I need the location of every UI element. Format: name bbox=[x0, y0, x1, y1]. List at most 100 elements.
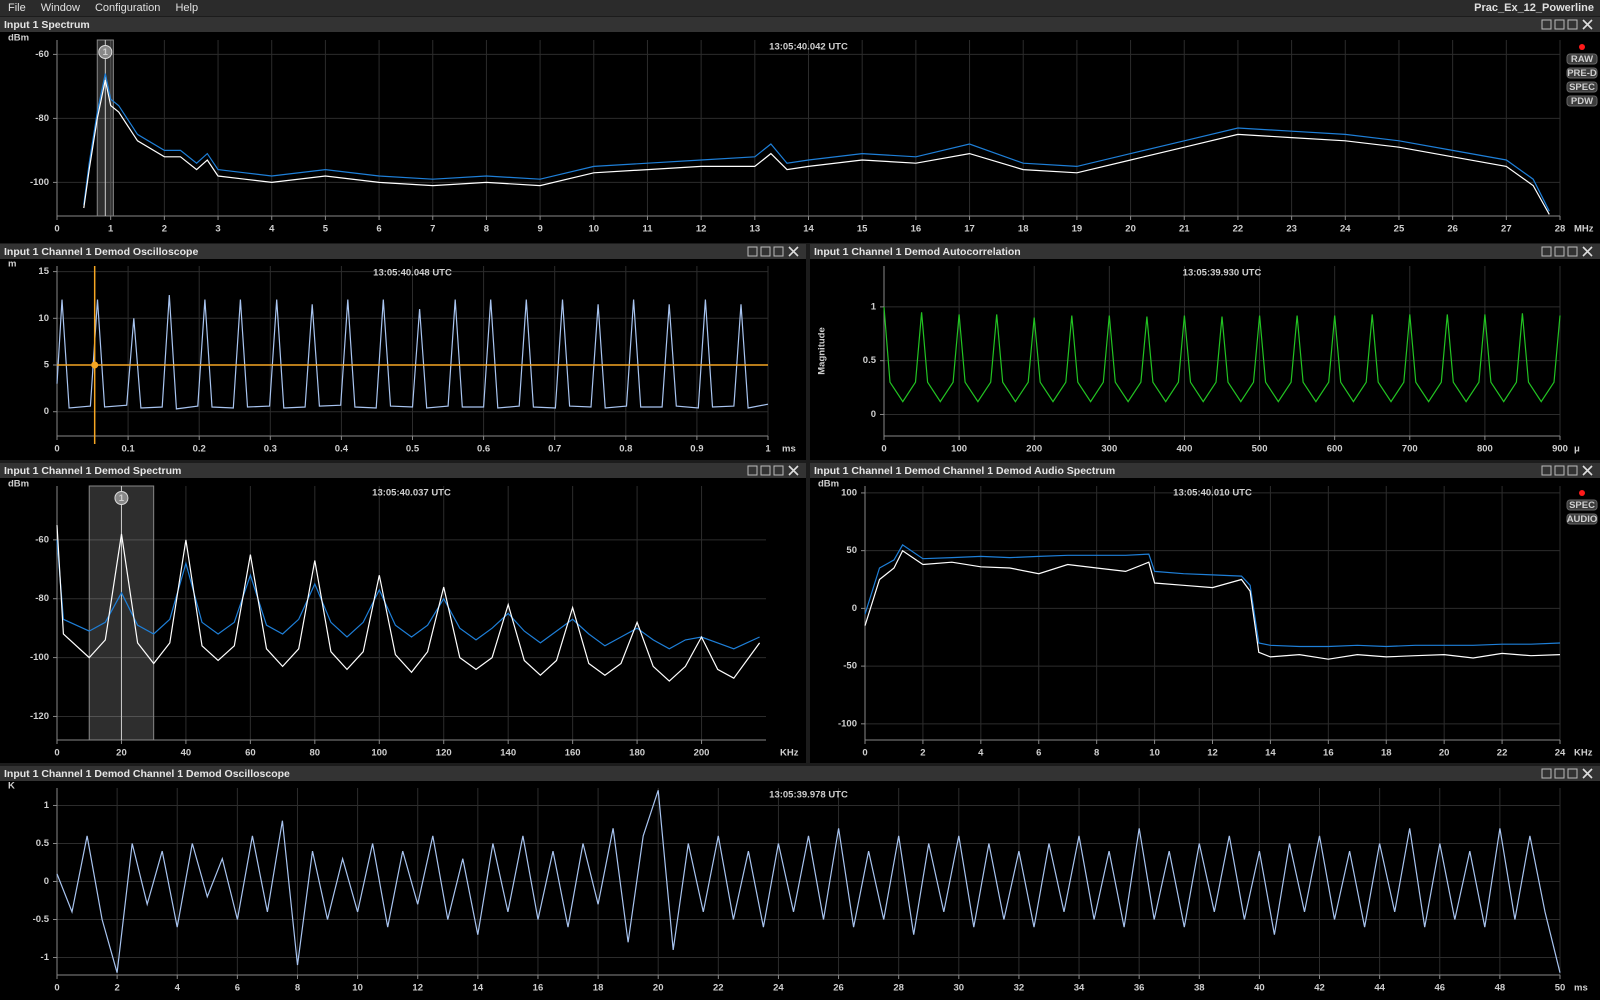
x-tick-label: 17 bbox=[964, 224, 975, 235]
window-button[interactable] bbox=[760, 246, 771, 257]
mode-button[interactable] bbox=[1566, 67, 1598, 79]
window-title: Prac_Ex_12_Powerline bbox=[1474, 2, 1594, 14]
x-tick-label: 24 bbox=[1340, 224, 1351, 235]
x-tick-label: 0 bbox=[54, 444, 59, 455]
y-axis-label: dBm bbox=[818, 479, 839, 490]
x-tick-label: 200 bbox=[694, 748, 710, 759]
menu-bar: File Window Configuration Help Prac_Ex_1… bbox=[0, 0, 1600, 16]
y-tick-label: 1 bbox=[44, 800, 50, 811]
x-tick-label: 0.8 bbox=[619, 444, 632, 455]
y-tick-label: -60 bbox=[35, 49, 49, 60]
series-line bbox=[864, 544, 1561, 648]
y-axis-label: dBm bbox=[8, 479, 29, 490]
y-tick-label: 0.5 bbox=[863, 355, 877, 366]
mode-button[interactable] bbox=[1566, 81, 1598, 93]
y-axis-label: Magnitude bbox=[817, 327, 828, 375]
x-tick-label: 300 bbox=[1101, 444, 1117, 455]
close-button[interactable] bbox=[1582, 246, 1593, 257]
window-button[interactable] bbox=[747, 465, 758, 476]
window-button[interactable] bbox=[773, 246, 784, 257]
window-button[interactable] bbox=[1554, 246, 1565, 257]
x-tick-label: 2 bbox=[920, 748, 925, 759]
x-tick-label: 80 bbox=[310, 748, 321, 759]
window-button[interactable] bbox=[1554, 768, 1565, 779]
mode-button-label: SPEC bbox=[1569, 500, 1595, 511]
x-tick-label: 8 bbox=[484, 224, 489, 235]
panel-title: Input 1 Channel 1 Demod Autocorrelation bbox=[814, 246, 1021, 258]
x-tick-label: 34 bbox=[1074, 983, 1085, 994]
mode-button-label: PRE-D bbox=[1567, 68, 1597, 79]
y-tick-label: 0 bbox=[871, 409, 876, 420]
close-button[interactable] bbox=[1582, 465, 1593, 476]
marker-handle[interactable] bbox=[98, 45, 113, 59]
close-button[interactable] bbox=[788, 246, 799, 257]
x-tick-label: 27 bbox=[1501, 224, 1512, 235]
x-tick-label: 8 bbox=[295, 983, 300, 994]
record-indicator bbox=[1579, 44, 1585, 50]
window-button[interactable] bbox=[1541, 465, 1552, 476]
x-tick-label: 28 bbox=[1555, 224, 1566, 235]
x-tick-label: 23 bbox=[1286, 224, 1297, 235]
x-tick-label: 0.1 bbox=[121, 444, 135, 455]
window-button[interactable] bbox=[1541, 768, 1552, 779]
x-axis-label: ms bbox=[782, 444, 796, 455]
x-tick-label: 2 bbox=[114, 983, 119, 994]
y-tick-label: 1 bbox=[871, 301, 877, 312]
menu-item[interactable]: Window bbox=[40, 2, 80, 14]
x-tick-label: 11 bbox=[642, 224, 653, 235]
x-tick-label: 100 bbox=[951, 444, 967, 455]
x-axis-label: MHz bbox=[1574, 224, 1594, 235]
menu-item[interactable]: Configuration bbox=[94, 2, 161, 14]
window-button[interactable] bbox=[1567, 768, 1578, 779]
x-tick-label: 14 bbox=[473, 983, 484, 994]
x-tick-label: 20 bbox=[116, 748, 127, 759]
x-tick-label: 0.6 bbox=[477, 444, 490, 455]
x-tick-label: 20 bbox=[1439, 748, 1450, 759]
record-indicator bbox=[1579, 490, 1585, 496]
window-button[interactable] bbox=[747, 246, 758, 257]
x-tick-label: 12 bbox=[1207, 748, 1218, 759]
window-button[interactable] bbox=[1567, 19, 1578, 30]
mode-button[interactable] bbox=[1566, 499, 1598, 511]
menu-item[interactable]: File bbox=[8, 2, 26, 14]
x-tick-label: 19 bbox=[1072, 224, 1083, 235]
x-tick-label: 16 bbox=[533, 983, 544, 994]
x-tick-label: 0 bbox=[881, 444, 886, 455]
x-tick-label: 8 bbox=[1094, 748, 1099, 759]
mode-button-label: AUDIO bbox=[1567, 514, 1598, 525]
window-button[interactable] bbox=[1567, 246, 1578, 257]
menu-item[interactable]: Help bbox=[175, 2, 199, 14]
x-tick-label: 6 bbox=[376, 224, 381, 235]
window-button[interactable] bbox=[1541, 19, 1552, 30]
window-button[interactable] bbox=[1541, 246, 1552, 257]
y-axis-label: dBm bbox=[8, 33, 29, 44]
mode-button[interactable] bbox=[1566, 95, 1598, 107]
close-button[interactable] bbox=[1582, 768, 1593, 779]
window-button[interactable] bbox=[1567, 465, 1578, 476]
close-button[interactable] bbox=[788, 465, 799, 476]
x-tick-label: 0 bbox=[54, 224, 59, 235]
mode-button[interactable] bbox=[1566, 513, 1598, 525]
marker-handle[interactable] bbox=[114, 491, 129, 505]
mode-button[interactable] bbox=[1566, 53, 1598, 65]
x-tick-label: 22 bbox=[713, 983, 724, 994]
timestamp: 13:05:39.978 UTC bbox=[769, 790, 848, 801]
window-button[interactable] bbox=[1554, 465, 1565, 476]
x-tick-label: 26 bbox=[833, 983, 844, 994]
series-line bbox=[864, 549, 1561, 660]
y-tick-label: -80 bbox=[35, 113, 49, 124]
window-button[interactable] bbox=[760, 465, 771, 476]
window-button[interactable] bbox=[1554, 19, 1565, 30]
window-button[interactable] bbox=[773, 465, 784, 476]
panel bbox=[810, 244, 1600, 460]
cursor-point[interactable] bbox=[91, 361, 99, 369]
x-tick-label: 200 bbox=[1026, 444, 1042, 455]
x-tick-label: 50 bbox=[1555, 983, 1566, 994]
x-tick-label: 10 bbox=[1149, 748, 1160, 759]
timestamp: 13:05:39.930 UTC bbox=[1183, 268, 1262, 279]
close-button[interactable] bbox=[1582, 19, 1593, 30]
x-tick-label: 38 bbox=[1194, 983, 1205, 994]
